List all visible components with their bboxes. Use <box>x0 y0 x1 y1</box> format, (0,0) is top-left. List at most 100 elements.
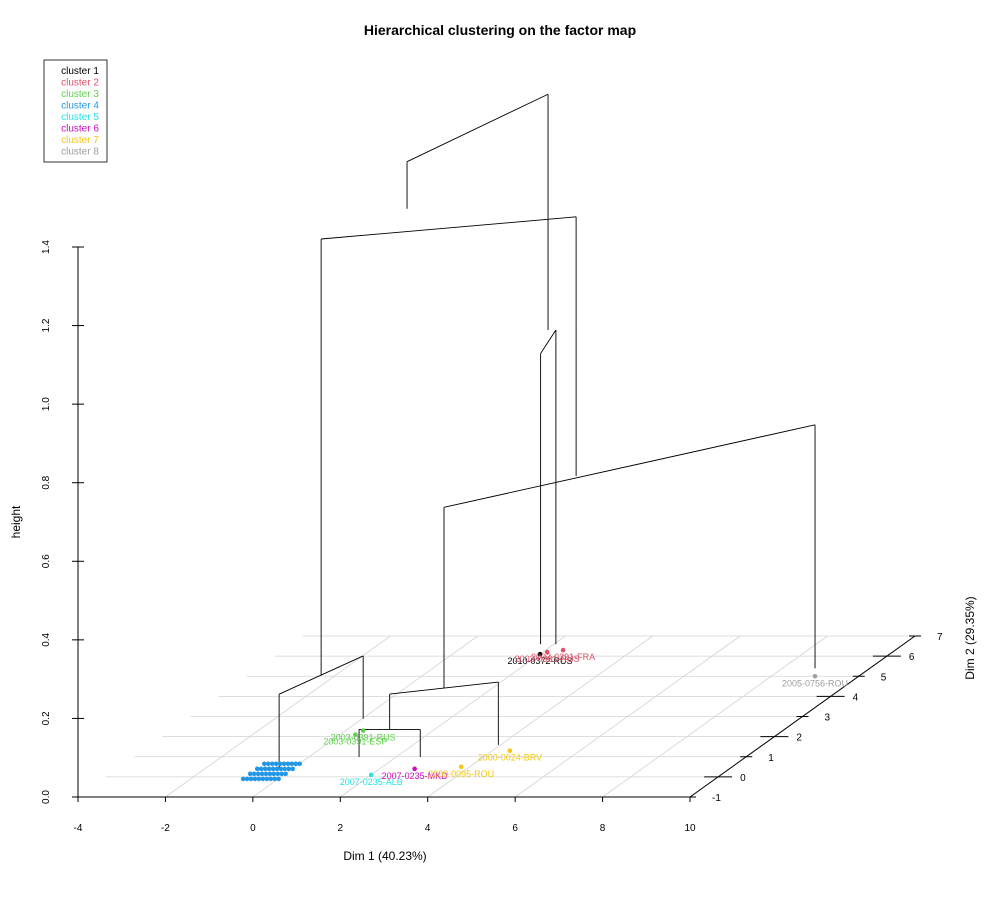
data-point <box>263 771 269 777</box>
data-point <box>254 766 260 772</box>
data-point <box>255 771 261 777</box>
data-point <box>271 771 277 777</box>
z-tick-label: 1.2 <box>41 318 52 332</box>
data-point <box>265 761 271 767</box>
dendrogram-tree <box>278 93 816 769</box>
z-tick-label: 0.0 <box>41 790 52 804</box>
data-point <box>812 673 818 679</box>
data-point <box>267 771 273 777</box>
x-tick-label: -2 <box>161 823 170 834</box>
legend-entry: cluster 5 <box>61 112 99 123</box>
data-point <box>277 761 283 767</box>
data-point <box>283 771 288 777</box>
z-axis-label: height <box>9 505 23 538</box>
point-labels: 2010-0372-RUS2003-0391-RUS2003-0391-FRA2… <box>323 652 848 787</box>
z-tick-label: 0.6 <box>41 554 52 568</box>
z-tick-label: 0.4 <box>41 632 52 646</box>
point-label: 2003-0391-ESP <box>323 737 387 747</box>
x-tick-label: -4 <box>74 823 83 834</box>
x-tick-label: 2 <box>338 823 344 834</box>
data-point <box>252 776 258 782</box>
data-point <box>560 647 566 653</box>
data-point <box>285 761 291 767</box>
point-label: 2000-0095-ROU <box>428 769 494 779</box>
legend-box <box>43 59 108 163</box>
y-tick-label: 4 <box>853 692 859 703</box>
data-point <box>290 766 295 772</box>
x-tick-label: 10 <box>684 823 696 834</box>
data-point <box>244 776 250 782</box>
dendrogram-branch <box>406 93 549 163</box>
data-point <box>297 761 303 767</box>
y-tick-label: 6 <box>909 652 915 663</box>
data-point <box>276 776 281 782</box>
data-point <box>258 766 264 772</box>
point-label: 2007-0235-ALB <box>340 777 403 787</box>
y-tick-label: 2 <box>796 733 802 744</box>
x-tick-label: 6 <box>512 823 518 834</box>
data-point <box>353 732 358 737</box>
data-point <box>248 776 254 782</box>
data-point <box>278 766 284 772</box>
data-point <box>412 766 417 772</box>
data-point <box>268 776 274 782</box>
data-point <box>273 761 279 767</box>
x-tick-label: 4 <box>425 823 431 834</box>
point-label: 2005-0756-ROU <box>782 678 848 688</box>
legend-entry: cluster 2 <box>61 78 99 89</box>
data-point <box>261 761 267 767</box>
z-axis-ticks: 0.0 0.2 0.4 0.6 0.8 1.0 1.2 1.4 <box>41 240 84 804</box>
data-point <box>279 771 285 777</box>
y-tick-label: 3 <box>825 713 831 724</box>
point-label: 2000-0024-BRV <box>478 753 542 763</box>
legend-entry: cluster 7 <box>61 135 99 146</box>
z-tick-label: 1.0 <box>41 397 52 411</box>
data-point <box>544 649 550 655</box>
data-point <box>272 776 277 782</box>
z-tick-label: 0.8 <box>41 475 52 489</box>
cluster-points <box>240 647 818 782</box>
data-point <box>286 766 292 772</box>
point-label: 2003-0391-RUS <box>515 654 580 664</box>
data-point <box>262 766 268 772</box>
point-label: 2003-0391-FRA <box>531 652 595 662</box>
y-axis-label: Dim 2 (29.35%) <box>963 596 977 679</box>
dendrogram-branch <box>540 329 557 354</box>
data-point <box>266 766 272 772</box>
data-point <box>260 776 266 782</box>
data-point <box>274 766 280 772</box>
data-point <box>270 766 276 772</box>
floor-grid <box>106 635 916 798</box>
x-tick-label: 0 <box>250 823 256 834</box>
data-point <box>537 651 543 657</box>
x-axis-ticks: -4 -2 0 2 4 6 8 10 <box>74 797 696 834</box>
data-point <box>281 761 287 767</box>
data-point <box>507 748 513 754</box>
x-axis-label: Dim 1 (40.23%) <box>343 849 426 863</box>
y-tick-label: 5 <box>881 672 887 683</box>
data-point <box>247 771 253 777</box>
data-point <box>293 761 299 767</box>
data-point <box>458 764 464 770</box>
data-point <box>289 761 295 767</box>
data-point <box>256 776 262 782</box>
legend-entry: cluster 6 <box>61 124 99 135</box>
dendrogram-branch <box>443 424 816 508</box>
z-tick-label: 0.2 <box>41 711 52 725</box>
data-point <box>360 728 366 733</box>
z-tick-label: 1.4 <box>41 240 52 254</box>
data-point <box>251 771 257 777</box>
legend-entry: cluster 3 <box>61 89 99 100</box>
legend-entry: cluster 4 <box>61 101 99 112</box>
legend-entry: cluster 8 <box>61 147 99 158</box>
data-point <box>269 761 275 767</box>
x-tick-label: 8 <box>600 823 606 834</box>
data-point <box>368 772 374 778</box>
legend-entry: cluster 1 <box>61 66 99 77</box>
data-point <box>264 776 270 782</box>
y-tick-label: 7 <box>937 632 943 643</box>
